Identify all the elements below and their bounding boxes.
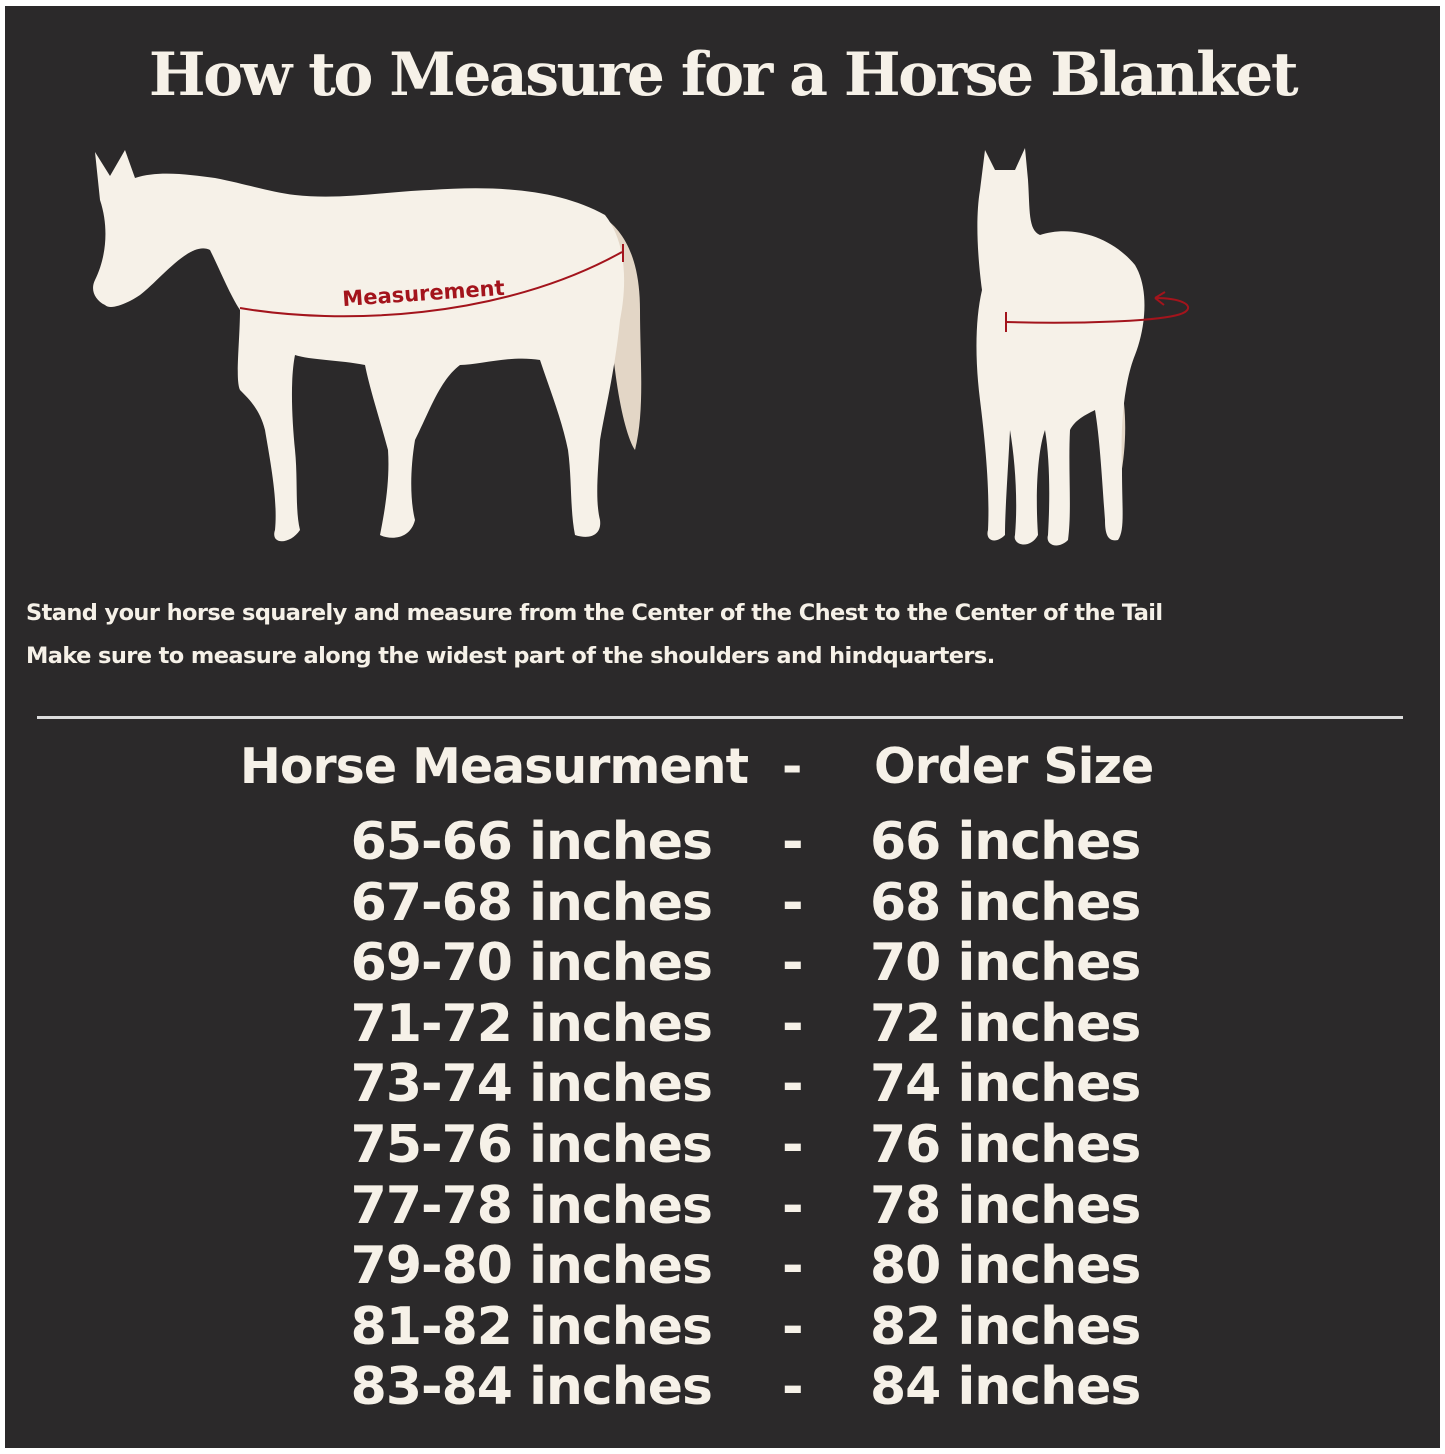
instruction-line-2: Make sure to measure along the widest pa… [26, 643, 995, 669]
horse-measurement-cell: 77-78 inches [350, 1175, 713, 1236]
separator-cell: - [782, 872, 804, 933]
header-horse-measurement: Horse Measurment [239, 738, 749, 795]
separator-cell: - [782, 1296, 804, 1357]
separator-cell: - [782, 812, 804, 872]
size-table-header: Horse Measurment - Order Size [0, 738, 1445, 802]
separator-cell: - [782, 933, 804, 994]
horse-body [976, 148, 1145, 546]
header-order-size: Order Size [874, 738, 1154, 795]
horse-front-view-illustration [976, 148, 1190, 546]
table-row: 67-68 inches - 68 inches [0, 873, 1445, 935]
horse-side-view-illustration: Measurement [93, 150, 642, 542]
order-size-cell: 82 inches [870, 1296, 1141, 1357]
table-row: 81-82 inches - 82 inches [0, 1297, 1445, 1359]
divider [37, 716, 1403, 719]
table-row: 83-84 inches - 84 inches [0, 1357, 1445, 1419]
horse-measurement-cell: 71-72 inches [350, 993, 713, 1054]
order-size-cell: 72 inches [870, 993, 1141, 1054]
separator-cell: - [782, 1115, 804, 1175]
order-size-cell: 78 inches [870, 1175, 1141, 1236]
horse-measurement-cell: 83-84 inches [350, 1357, 713, 1418]
horse-measurement-cell: 75-76 inches [350, 1115, 713, 1175]
table-row: 69-70 inches - 70 inches [0, 933, 1445, 995]
separator-cell: - [782, 993, 804, 1054]
table-row: 79-80 inches - 80 inches [0, 1236, 1445, 1298]
table-row: 75-76 inches - 76 inches [0, 1115, 1445, 1177]
horse-measurement-cell: 67-68 inches [350, 872, 713, 933]
horse-measurement-cell: 81-82 inches [350, 1296, 713, 1357]
order-size-cell: 76 inches [870, 1115, 1141, 1175]
table-row: 65-66 inches - 66 inches [0, 812, 1445, 874]
horse-measurement-cell: 79-80 inches [350, 1236, 713, 1297]
instruction-line-1: Stand your horse squarely and measure fr… [26, 600, 1163, 626]
separator-cell: - [782, 1236, 804, 1297]
order-size-cell: 70 inches [870, 933, 1141, 994]
order-size-cell: 80 inches [870, 1236, 1141, 1297]
order-size-cell: 68 inches [870, 872, 1141, 933]
horse-body [93, 150, 625, 542]
table-row: 73-74 inches - 74 inches [0, 1054, 1445, 1116]
horse-measurement-cell: 73-74 inches [350, 1054, 713, 1115]
table-row: 71-72 inches - 72 inches [0, 994, 1445, 1056]
order-size-cell: 66 inches [870, 812, 1141, 872]
separator-cell: - [782, 1357, 804, 1418]
horse-measurement-cell: 69-70 inches [350, 933, 713, 994]
order-size-cell: 74 inches [870, 1054, 1141, 1115]
horse-measurement-cell: 65-66 inches [350, 812, 713, 872]
header-separator: - [782, 738, 802, 795]
table-row: 77-78 inches - 78 inches [0, 1176, 1445, 1238]
separator-cell: - [782, 1175, 804, 1236]
measurement-line-icon [239, 251, 623, 318]
measurement-arrow-icon [1005, 291, 1190, 324]
page-title: How to Measure for a Horse Blanket [148, 40, 1299, 110]
separator-cell: - [782, 1054, 804, 1115]
order-size-cell: 84 inches [870, 1357, 1141, 1418]
